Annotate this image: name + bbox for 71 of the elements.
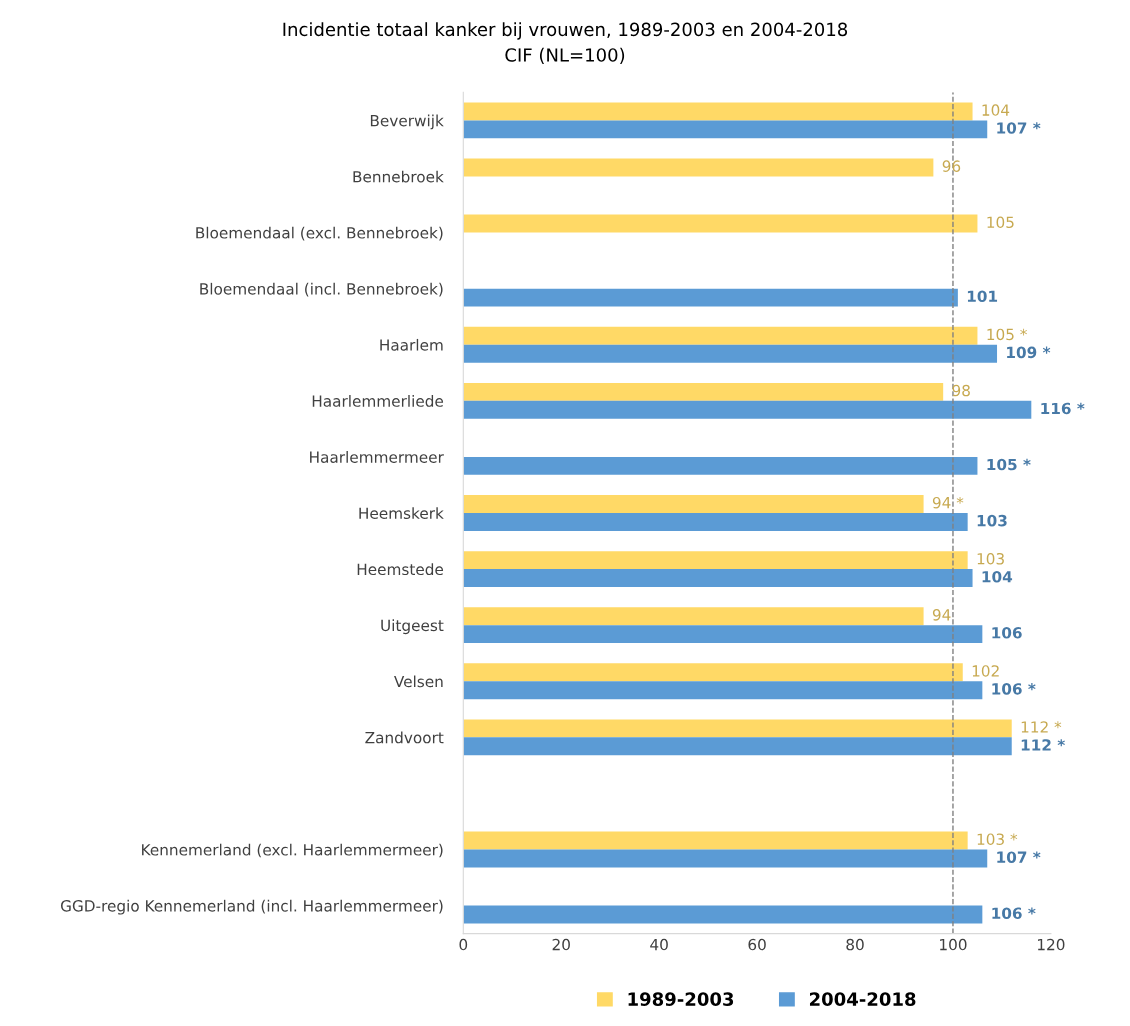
y-tick-label: Uitgeest (381, 619, 444, 635)
y-tick-label: Haarlem (380, 338, 443, 351)
legend-label: 1989-2003 (628, 992, 734, 1006)
y-tick-label: Kennemerland (excl. Haarlemmermeer) (142, 843, 443, 858)
y-tick-label: Bennebroek (353, 170, 444, 183)
x-tick-label: 20 (552, 938, 570, 951)
bar (463, 569, 973, 588)
data-label: 104 (982, 104, 1010, 116)
x-tick-label: 0 (459, 938, 468, 951)
x-tick-label: 40 (650, 938, 668, 951)
y-tick-label: Bloemendaal (incl. Bennebroek) (200, 282, 443, 297)
data-label: 104 (982, 570, 1013, 583)
bar (463, 663, 963, 682)
bar (463, 625, 983, 644)
y-tick-label: Heemstede (357, 563, 444, 576)
data-label: 103 (977, 552, 1004, 565)
bar (463, 513, 968, 531)
x-tick-label: 60 (748, 938, 766, 951)
bar (463, 849, 988, 868)
y-tick-label: Haarlemmermeer (310, 451, 444, 463)
data-label: 94 * (932, 496, 964, 509)
y-tick-label: Bloemendaal (excl. Bennebroek) (196, 226, 443, 241)
data-label: 105 * (987, 328, 1027, 341)
x-tick-label: 120 (1038, 938, 1065, 951)
bar (463, 288, 958, 307)
y-tick-label: GGD-regio Kennemerland (incl. Haarlemmermeer) (60, 899, 443, 915)
y-tick-label: Velsen (394, 675, 443, 688)
data-label: 94 (932, 609, 951, 621)
data-label: 103 * (977, 833, 1018, 845)
data-label: 107 * (997, 851, 1041, 863)
bar (463, 120, 988, 139)
bar (463, 551, 968, 570)
x-tick-label: 100 (940, 938, 967, 951)
data-label: 116 * (1041, 402, 1085, 415)
bar (463, 831, 968, 850)
data-label: 102 (972, 665, 999, 677)
chart-subtitle: CIF (NL=100) (505, 47, 625, 64)
bar (463, 158, 934, 177)
y-tick-label: Haarlemmerliede (312, 395, 444, 407)
data-label: 112 * (1021, 739, 1065, 751)
bar (463, 326, 978, 345)
bar (463, 905, 983, 924)
legend-label: 2004-2018 (809, 992, 916, 1006)
bar (463, 607, 924, 626)
bar (463, 719, 1012, 738)
data-label: 106 * (992, 683, 1036, 695)
bar (463, 681, 983, 700)
y-tick-label: Beverwijk (370, 114, 444, 130)
bar (463, 456, 978, 475)
data-label: 106 (992, 627, 1022, 639)
chart-title: Incidentie totaal kanker bij vrouwen, 1989-2003 en 2004-2018 (283, 22, 848, 40)
y-tick-label: Zandvoort (365, 731, 444, 744)
bar (463, 495, 924, 513)
bar (463, 102, 973, 121)
y-tick-label: Heemskerk (359, 507, 444, 520)
data-label: 105 * (987, 458, 1031, 471)
data-label: 107 * (997, 122, 1041, 134)
data-label: 103 (977, 514, 1007, 527)
bar (463, 214, 978, 233)
data-label: 96 (942, 160, 961, 172)
data-label: 101 (967, 290, 998, 303)
bar (463, 344, 998, 363)
data-label: 105 (987, 216, 1014, 229)
bar (463, 382, 944, 401)
bar (463, 400, 1032, 419)
data-label: 109 * (1007, 346, 1051, 359)
data-label: 106 * (992, 907, 1036, 920)
data-label: 98 (952, 384, 970, 397)
bar (463, 737, 1012, 756)
data-label: 112 * (1021, 721, 1062, 733)
x-tick-label: 80 (846, 938, 864, 951)
